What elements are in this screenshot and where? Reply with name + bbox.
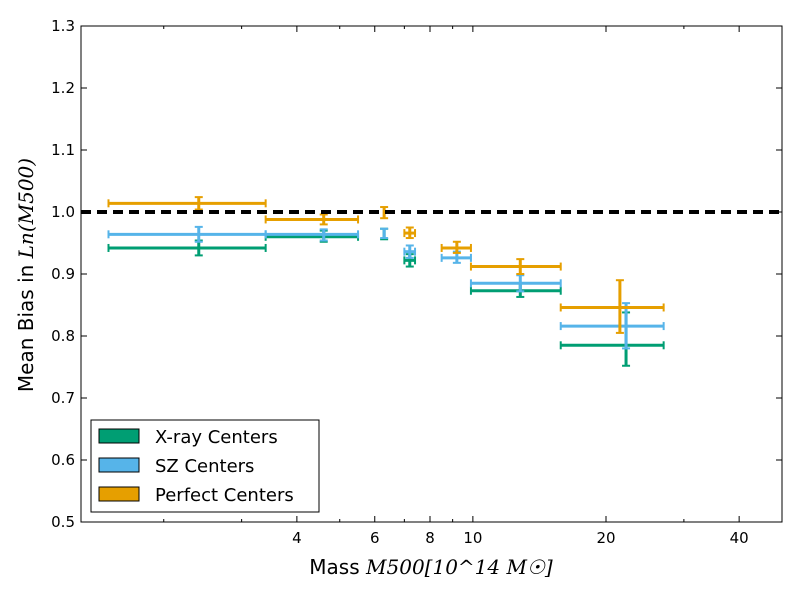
y-tick-label: 1.3 (51, 17, 75, 35)
x-tick-label: 20 (596, 529, 615, 547)
x-tick-label: 40 (730, 529, 749, 547)
data-point (264, 213, 360, 226)
series-2 (107, 196, 665, 334)
x-tick-label: 4 (292, 529, 302, 547)
legend-swatch-perfect (98, 486, 140, 502)
legend-swatch-sz (98, 457, 140, 473)
legend-entry-xray: X-ray Centers (98, 427, 278, 448)
legend-label-xray: X-ray Centers (155, 427, 278, 448)
data-point (107, 239, 267, 257)
y-tick-label: 0.5 (51, 513, 75, 531)
legend: X-ray Centers SZ Centers Perfect Centers (90, 419, 320, 513)
legend-entry-perfect: Perfect Centers (98, 485, 294, 506)
data-point (107, 196, 267, 211)
legend-swatch-xray (98, 428, 140, 444)
data-point (380, 206, 389, 220)
y-tick-label: 1.1 (51, 141, 75, 159)
plot-area: 4 6 8 10 20 40 0.5 0.6 0.7 0.8 0.9 1.0 1.1 1.2 1.3 (51, 17, 783, 547)
data-point (380, 227, 389, 240)
data-point (403, 226, 417, 240)
y-axis-label: Mean Bias in Ln(M500) (14, 158, 38, 392)
y-tick-label: 0.7 (51, 389, 75, 407)
y-tick-label: 0.8 (51, 327, 75, 345)
data-point (469, 258, 562, 275)
x-tick-label: 8 (425, 529, 435, 547)
y-tick-label: 1.0 (51, 203, 75, 221)
legend-label-perfect: Perfect Centers (155, 485, 294, 506)
legend-label-sz: SZ Centers (155, 456, 254, 477)
data-point (264, 228, 360, 242)
x-tick-label: 6 (370, 529, 380, 547)
data-point (559, 302, 665, 350)
x-axis-label: Mass M500[10^14 M☉] (309, 555, 553, 579)
ticks-layer: 4 6 8 10 20 40 0.5 0.6 0.7 0.8 0.9 1.0 1.1 1.2 1.3 (51, 17, 782, 547)
y-tick-label: 1.2 (51, 79, 75, 97)
y-tick-label: 0.9 (51, 265, 75, 283)
series-layer (107, 196, 665, 367)
x-tick-label: 10 (463, 529, 482, 547)
y-tick-label: 0.6 (51, 451, 75, 469)
data-point (403, 244, 417, 259)
data-point (440, 240, 472, 254)
data-point (469, 274, 562, 293)
data-point (559, 279, 665, 334)
legend-entry-sz: SZ Centers (98, 456, 254, 477)
